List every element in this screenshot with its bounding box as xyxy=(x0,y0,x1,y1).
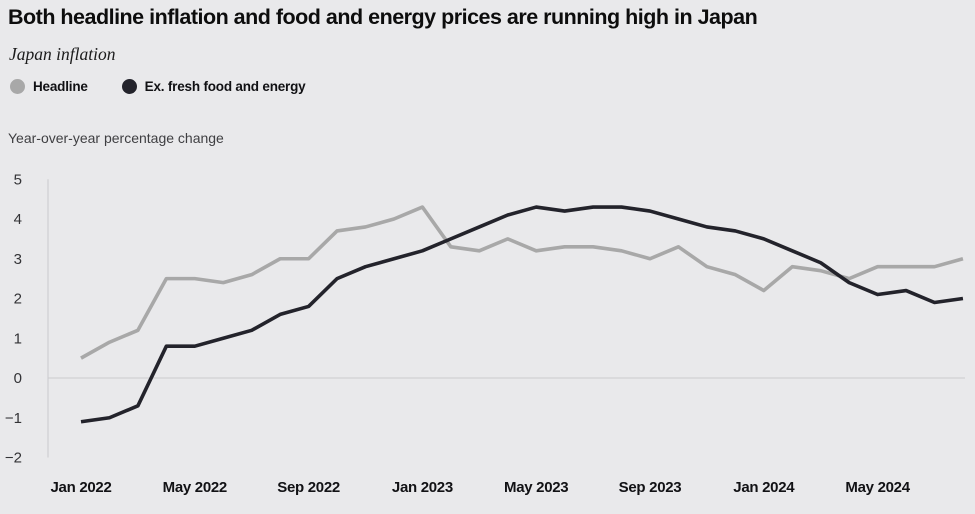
y-tick-label: 4 xyxy=(14,211,22,228)
x-tick-label: Sep 2022 xyxy=(277,479,340,496)
y-tick-label: −1 xyxy=(5,410,22,427)
x-tick-label: May 2022 xyxy=(163,479,227,496)
y-tick-label: 3 xyxy=(14,251,22,268)
legend-label-headline: Headline xyxy=(33,79,88,94)
legend-item-ex-fresh-food-energy: Ex. fresh food and energy xyxy=(121,79,306,94)
x-tick-label: Sep 2023 xyxy=(619,479,682,496)
headline-series-dot-icon xyxy=(10,79,25,94)
x-tick-label: May 2024 xyxy=(845,479,910,496)
y-tick-label: 2 xyxy=(14,291,22,308)
x-tick-label: Jan 2023 xyxy=(392,479,453,496)
y-tick-label: −2 xyxy=(5,450,22,467)
chart-title: Both headline inflation and food and ene… xyxy=(8,5,758,29)
japan-inflation-line-chart: 5 4 3 2 1 0 −1 −2 Jan 2022 May 2022 Sep 2022 Jan 20… xyxy=(5,171,965,496)
y-tick-label: 1 xyxy=(14,330,22,347)
legend-label-ex-fresh-food-energy: Ex. fresh food and energy xyxy=(144,79,306,94)
x-tick-label: Jan 2022 xyxy=(51,479,112,496)
ex-fresh-food-energy-line xyxy=(80,205,964,424)
legend: Headline Ex. fresh food and energy xyxy=(10,79,306,94)
x-tick-label: Jan 2024 xyxy=(733,479,795,496)
chart-subtitle: Japan inflation xyxy=(9,44,116,64)
x-tick-label: May 2023 xyxy=(504,479,568,496)
legend-item-headline: Headline xyxy=(10,79,88,94)
headline-line xyxy=(80,205,964,360)
ex-fresh-food-energy-series-dot-icon xyxy=(121,79,137,94)
y-axis-unit-note: Year-over-year percentage change xyxy=(8,130,224,146)
y-tick-label: 0 xyxy=(14,370,22,387)
y-tick-label: 5 xyxy=(14,171,22,188)
